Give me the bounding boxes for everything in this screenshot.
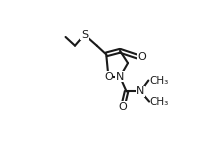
Text: O: O — [104, 72, 113, 82]
Text: CH₃: CH₃ — [150, 97, 169, 107]
Text: O: O — [119, 102, 127, 112]
Text: N: N — [116, 72, 124, 82]
Text: S: S — [81, 30, 88, 40]
Text: CH₃: CH₃ — [149, 75, 168, 86]
Text: N: N — [136, 86, 145, 96]
Text: O: O — [137, 52, 146, 62]
